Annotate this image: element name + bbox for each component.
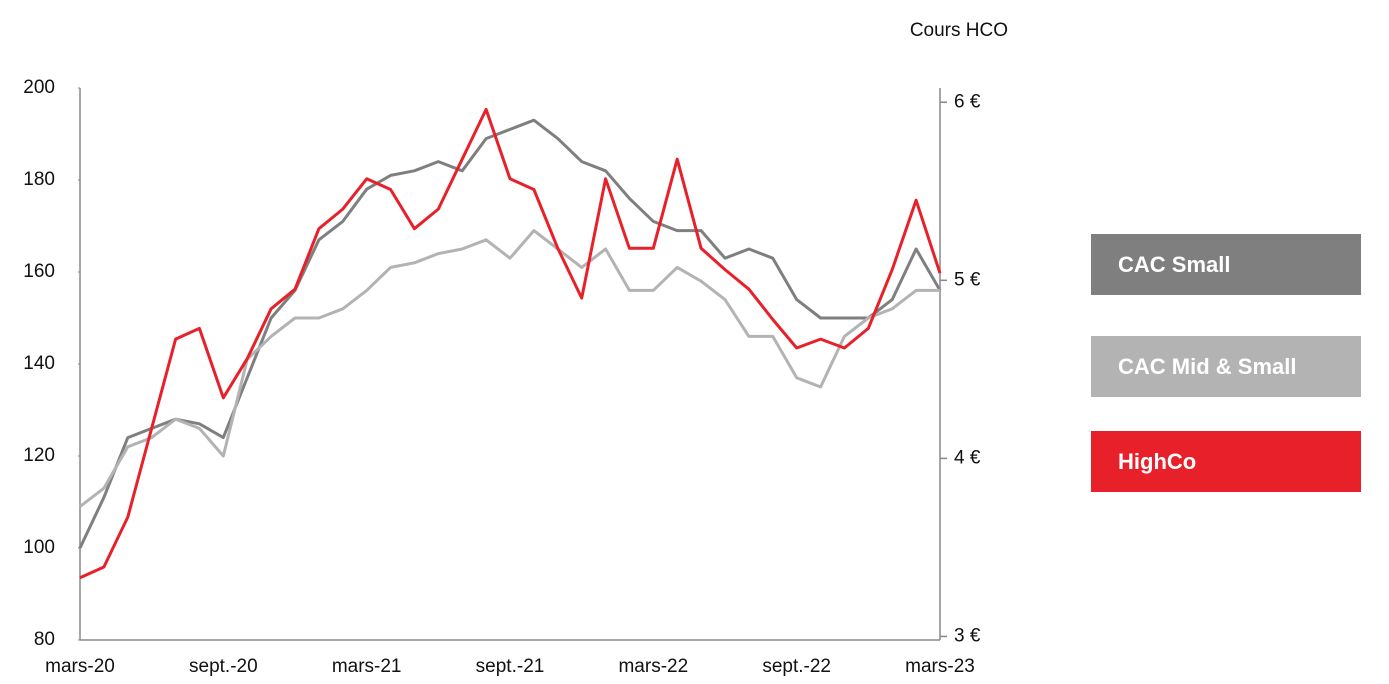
y2-tick-label: 3 €	[954, 625, 981, 646]
x-tick-label: sept.-22	[762, 656, 831, 677]
y-tick-label: 200	[23, 77, 55, 98]
legend-label: CAC Mid & Small	[1118, 354, 1296, 379]
legend-swatch	[1091, 234, 1361, 295]
x-tick-label: sept.-21	[476, 656, 545, 677]
x-tick-label: sept.-20	[189, 656, 258, 677]
legend-swatch	[1091, 336, 1361, 397]
y2-axis-label: Cours HCO	[910, 20, 1008, 41]
legend-swatch	[1091, 431, 1361, 492]
legend-label: HighCo	[1118, 449, 1196, 474]
y2-tick-label: 4 €	[954, 447, 981, 468]
series-line	[79, 229, 940, 508]
y-tick-label: 160	[23, 261, 55, 282]
y-tick-label: 140	[23, 353, 55, 374]
y-tick-label: 180	[23, 169, 55, 190]
x-tick-label: mars-22	[618, 656, 688, 677]
series-line	[79, 107, 942, 580]
y-tick-label: 120	[23, 445, 55, 466]
y2-tick-label: 6 €	[954, 91, 981, 112]
y-tick-label: 80	[34, 629, 55, 650]
x-tick-label: mars-21	[332, 656, 402, 677]
series-line	[78, 118, 942, 549]
y-tick-label: 100	[23, 537, 55, 558]
legend-label: CAC Small	[1118, 252, 1230, 277]
x-tick-label: mars-20	[45, 656, 115, 677]
x-tick-label: mars-23	[905, 656, 975, 677]
y2-tick-label: 5 €	[954, 269, 981, 290]
